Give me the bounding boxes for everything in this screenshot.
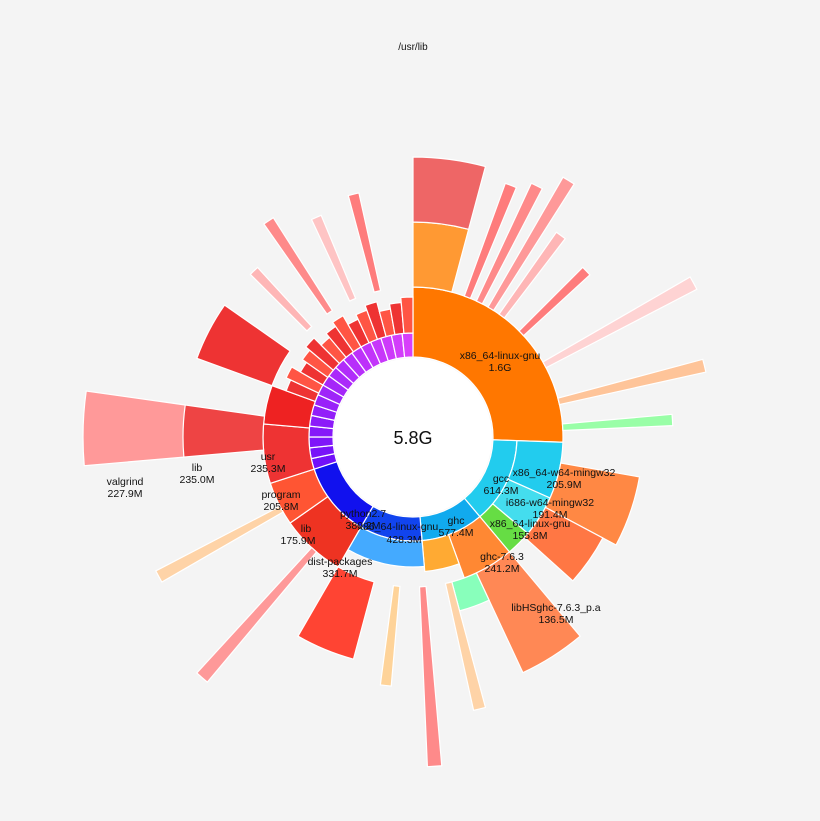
- segment-label-i686-w64-mingw32: i686-w64-mingw32: [506, 497, 594, 509]
- segment-label-lib-python: lib: [301, 523, 312, 535]
- segment-size-x86-64-linux-gnu: 1.6G: [489, 362, 512, 374]
- segment-outer-ray-7[interactable]: [561, 413, 674, 432]
- segment-label-valgrind: valgrind: [107, 476, 144, 488]
- segment-outer-ray-2[interactable]: [487, 176, 576, 312]
- segment-size-libhsghc: 136.5M: [538, 614, 573, 626]
- segment-outer-ray-15[interactable]: [310, 214, 357, 302]
- center-total-size: 5.8G: [393, 428, 432, 448]
- segment-i686-child[interactable]: [523, 506, 604, 582]
- segment-outer-ray-6[interactable]: [557, 358, 707, 406]
- segment-size-lib: 235.0M: [179, 474, 214, 486]
- segment-size-x86-64-linux-gnu-gcc: 155.8M: [512, 530, 547, 542]
- segment-usr-child[interactable]: [196, 304, 291, 387]
- segment-size-x86-64-linux-gnu-python: 428.3M: [386, 534, 421, 546]
- segment-outer-ray-10[interactable]: [379, 585, 401, 687]
- root-path-label: /usr/lib: [398, 42, 428, 53]
- segment-outer-ray-3[interactable]: [498, 231, 567, 319]
- segment-outer-ray-12[interactable]: [154, 505, 284, 583]
- segment-size-i686-w64-mingw32: 191.4M: [532, 509, 567, 521]
- segment-size-ghc-7-6-3: 241.2M: [484, 563, 519, 575]
- sunburst-segments: [82, 156, 707, 768]
- segment-outer-ray-8[interactable]: [444, 581, 487, 712]
- segment-misc-inner[interactable]: [401, 332, 414, 359]
- segment-label-x86-64-w64-mingw32: x86_64-w64-mingw32: [513, 467, 616, 479]
- segment-python-child[interactable]: [297, 566, 375, 660]
- segment-label-gcc: gcc: [493, 473, 509, 485]
- segment-label-x86-64-linux-gnu-python: x86_64-linux-gnu: [358, 521, 439, 533]
- segment-size-python2-7: 380.2M: [345, 520, 380, 532]
- segment-label-x86-64-linux-gnu: x86_64-linux-gnu: [460, 350, 541, 362]
- segment-label-ghc: ghc: [448, 515, 465, 527]
- segment-outer-ray-16[interactable]: [347, 192, 382, 293]
- segment-valgrind[interactable]: [82, 390, 186, 467]
- segment-outer-ray-5[interactable]: [542, 276, 698, 369]
- segment-size-ghc: 577.4M: [438, 527, 473, 539]
- segment-libhsghc[interactable]: [475, 551, 581, 674]
- segment-size-x86-64-w64-mingw32: 205.9M: [546, 479, 581, 491]
- segment-size-dist-packages: 331.7M: [322, 568, 357, 580]
- segment-label-ghc-7-6-3: ghc-7.6.3: [480, 551, 524, 563]
- segment-label-dist-packages: dist-packages: [308, 556, 373, 568]
- segment-outer-ray-13[interactable]: [249, 266, 313, 332]
- segment-outer-ray-0[interactable]: [463, 182, 518, 300]
- segment-size-gcc: 614.3M: [483, 485, 518, 497]
- segment-label-program: program: [261, 489, 300, 501]
- segment-label-x86-64-linux-gnu-gcc: x86_64-linux-gnu: [490, 518, 571, 530]
- sunburst-labels: /usr/lib 5.8G x86_64-linux-gnu 1.6G gcc …: [107, 42, 616, 626]
- segment-outer-ray-4[interactable]: [518, 266, 591, 337]
- segment-size-usr: 235.3M: [250, 463, 285, 475]
- segment-size-valgrind: 227.9M: [107, 488, 142, 500]
- segment-top-child[interactable]: [412, 221, 470, 293]
- segment-outer-ray-1[interactable]: [475, 182, 544, 305]
- segment-size-program: 205.8M: [263, 501, 298, 513]
- segment-label-lib: lib: [192, 462, 203, 474]
- segment-label-python2-7: python2.7: [340, 508, 386, 520]
- segment-label-usr: usr: [261, 451, 276, 463]
- segment-outer-ray-14[interactable]: [263, 216, 334, 315]
- segment-top-outer[interactable]: [412, 156, 487, 231]
- segment-misc-inner[interactable]: [308, 436, 335, 449]
- segment-size-lib-python: 175.9M: [280, 535, 315, 547]
- segment-misc-mid[interactable]: [400, 296, 414, 335]
- sunburst-center: [334, 358, 492, 516]
- segment-label-libhsghc: libHSghc-7.6.3_p.a: [511, 602, 600, 614]
- segment-outer-ray-11[interactable]: [195, 546, 318, 683]
- segment-outer-ray-9[interactable]: [418, 585, 443, 768]
